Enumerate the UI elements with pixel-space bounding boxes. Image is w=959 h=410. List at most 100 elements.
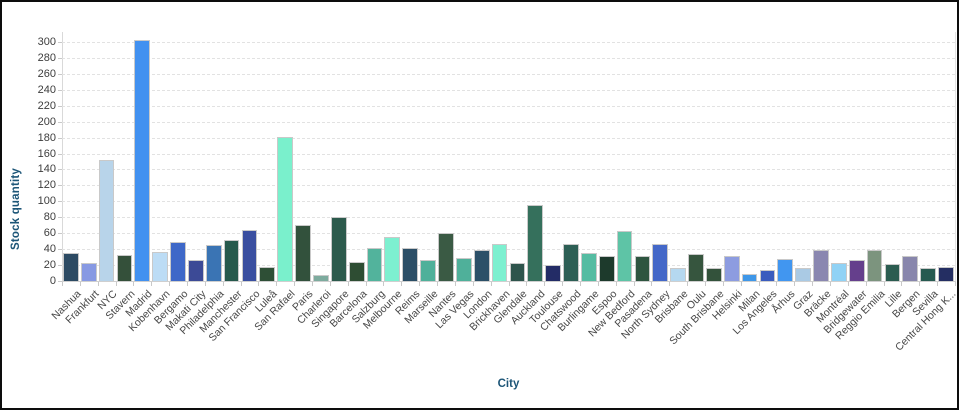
x-axis-tick [240, 282, 242, 286]
bar-barcelona[interactable] [348, 262, 365, 281]
bar-madrid[interactable] [134, 40, 151, 281]
x-axis-tick [544, 282, 546, 286]
y-tick-label-140: 140 [37, 163, 56, 176]
bar-melbourne[interactable] [384, 237, 401, 281]
x-axis-title: City [497, 378, 520, 390]
y-tick-label-200: 200 [37, 115, 56, 128]
y-axis-tick [58, 42, 62, 43]
x-axis-tick [79, 282, 81, 286]
bar-burlingame[interactable] [580, 253, 597, 281]
plot-right-border [955, 32, 956, 282]
bar-montr-al[interactable] [830, 263, 847, 281]
x-axis-tick [97, 282, 99, 286]
x-axis-tick [258, 282, 260, 286]
bar-glendale[interactable] [509, 263, 526, 281]
bar-lule[interactable] [259, 267, 276, 281]
bar-north-sydney[interactable] [652, 244, 669, 281]
x-axis-tick [919, 282, 921, 286]
bar-singapore[interactable] [330, 217, 347, 281]
x-axis-tick [454, 282, 456, 286]
bar-toulouse[interactable] [545, 265, 561, 281]
bar-nashua[interactable] [63, 253, 79, 281]
bar-bergen[interactable] [902, 256, 919, 281]
x-axis-tick [169, 282, 171, 286]
x-axis-tick [222, 282, 224, 286]
y-axis-tick [58, 137, 62, 139]
gridline-300 [62, 42, 955, 43]
gridline-80 [62, 217, 955, 219]
x-axis-tick [276, 282, 278, 286]
bar-south-brisbane[interactable] [705, 268, 722, 281]
y-tick-label-120: 120 [37, 179, 56, 192]
x-axis-tick [722, 282, 724, 286]
bar-frankfurt[interactable] [80, 263, 97, 281]
bar-new-bedford[interactable] [616, 231, 633, 281]
bar-paris[interactable] [295, 225, 311, 281]
bar-reggio-emilia[interactable] [866, 250, 883, 281]
bar-charleroi[interactable] [313, 275, 329, 281]
gridline-60 [62, 233, 955, 235]
bar-reims[interactable] [402, 248, 419, 281]
bar-pasadena[interactable] [634, 256, 651, 281]
x-axis-tick [508, 282, 510, 286]
x-axis-tick [669, 282, 671, 286]
x-axis-tick [740, 282, 742, 286]
x-axis-tick [562, 282, 564, 286]
x-axis-tick [758, 282, 760, 286]
y-axis-tick [58, 153, 62, 155]
gridline-260 [62, 73, 955, 75]
bar-kobenhavn[interactable] [152, 252, 169, 281]
bar-graz[interactable] [795, 268, 811, 281]
bar-auckland[interactable] [527, 205, 544, 281]
bar-manchester[interactable] [223, 240, 240, 281]
bar-los-angeles[interactable] [759, 270, 776, 281]
y-tick-label-20: 20 [43, 259, 56, 272]
x-axis-tick [329, 282, 331, 286]
bar-las-vegas[interactable] [455, 258, 472, 281]
bar-br-cke[interactable] [813, 250, 829, 281]
bar-oulu[interactable] [688, 254, 704, 281]
y-tick-label-280: 280 [37, 51, 56, 64]
bar-marseille[interactable] [420, 260, 436, 281]
bar-espoo[interactable] [598, 256, 615, 281]
bar-nyc[interactable] [98, 160, 115, 281]
y-axis-tick [58, 265, 62, 267]
bar-bergamo[interactable] [170, 242, 186, 281]
x-axis-tick [133, 282, 135, 286]
bar-makati-city[interactable] [188, 260, 204, 281]
gridline-100 [62, 201, 955, 203]
y-axis-tick [58, 73, 62, 75]
y-tick-label-60: 60 [43, 227, 56, 240]
bar-san-francisco[interactable] [241, 230, 258, 281]
x-axis-tick [865, 282, 867, 286]
bar-london[interactable] [473, 250, 490, 281]
y-axis-tick [58, 121, 62, 123]
bar-philadelphia[interactable] [205, 245, 222, 281]
bar-milan[interactable] [741, 274, 758, 281]
bar-helsinki[interactable] [723, 256, 740, 281]
bar-bridgewater[interactable] [848, 260, 865, 281]
x-axis-tick [204, 282, 206, 286]
bar-brickhaven[interactable] [491, 244, 508, 281]
bar-brisbane[interactable] [670, 268, 686, 281]
bar-lille[interactable] [884, 264, 901, 281]
y-axis-tick [58, 217, 62, 219]
y-tick-label-180: 180 [37, 131, 56, 144]
y-axis-tick [58, 233, 62, 235]
bar-nantes[interactable] [438, 233, 454, 281]
bar-sevilla[interactable] [920, 268, 937, 281]
x-axis-tick [704, 282, 706, 286]
gridline-200 [62, 121, 955, 123]
x-axis-tick [419, 282, 421, 286]
bar--rhus[interactable] [777, 259, 794, 281]
x-axis-tick [597, 282, 599, 286]
x-axis-tick [115, 282, 117, 286]
y-axis-tick [58, 89, 62, 91]
bar-stavern[interactable] [116, 255, 133, 281]
x-axis-tick [347, 282, 349, 286]
bar-salzburg[interactable] [366, 248, 383, 281]
bar-chatswood[interactable] [563, 244, 579, 281]
bar-central-hong-k[interactable] [938, 267, 954, 281]
bar-san-rafael[interactable] [277, 137, 294, 281]
x-axis-tick [437, 282, 439, 286]
